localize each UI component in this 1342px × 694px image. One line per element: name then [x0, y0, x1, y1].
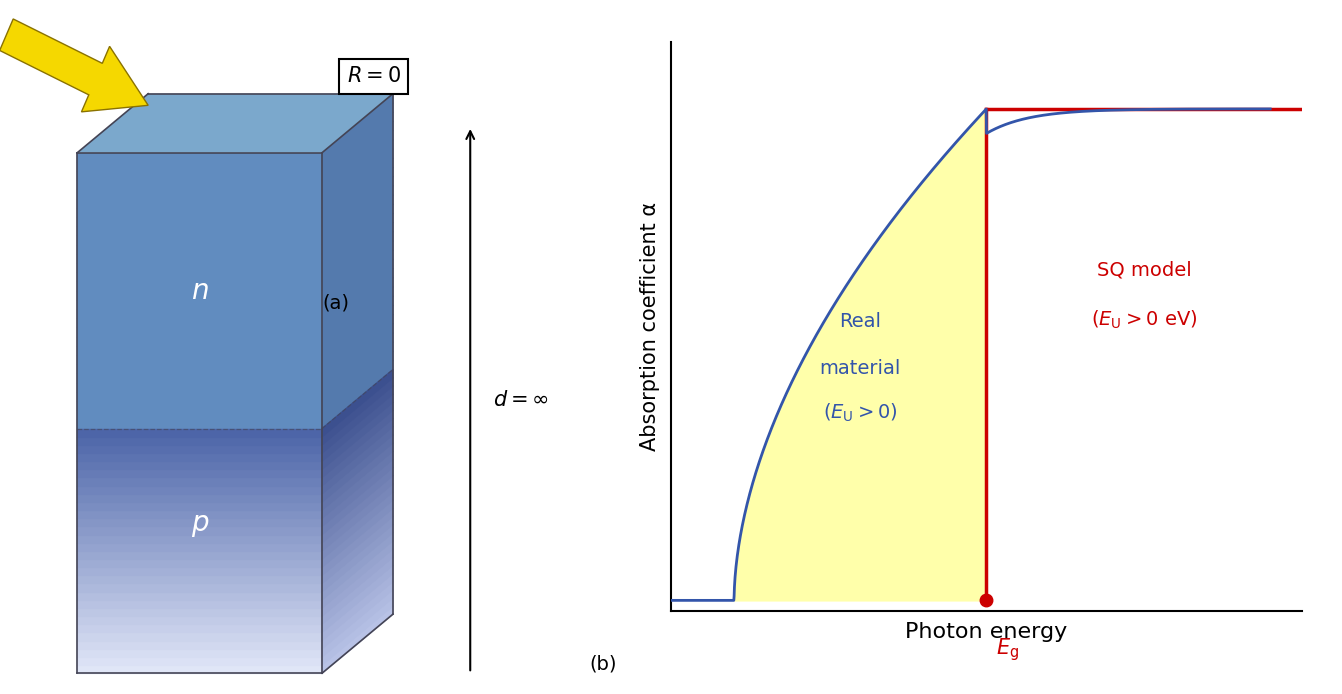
Text: $(E_\mathrm{U} > 0)$: $(E_\mathrm{U} > 0)$ [823, 403, 898, 425]
Polygon shape [322, 94, 393, 162]
Polygon shape [322, 360, 393, 429]
Polygon shape [322, 278, 393, 346]
Polygon shape [322, 598, 393, 665]
Polygon shape [322, 418, 393, 486]
Polygon shape [322, 451, 393, 518]
Polygon shape [322, 378, 393, 445]
Polygon shape [322, 590, 393, 657]
Polygon shape [322, 130, 393, 198]
Text: (a): (a) [322, 294, 349, 312]
Polygon shape [322, 582, 393, 649]
Polygon shape [322, 500, 393, 567]
Text: $d = \infty$: $d = \infty$ [493, 389, 549, 409]
Polygon shape [322, 195, 393, 263]
Polygon shape [322, 250, 393, 318]
X-axis label: Photon energy: Photon energy [906, 622, 1067, 642]
Polygon shape [322, 516, 393, 584]
Text: (b): (b) [589, 654, 616, 673]
Polygon shape [322, 269, 393, 337]
Polygon shape [322, 149, 393, 217]
Text: Real: Real [839, 312, 882, 331]
Polygon shape [322, 232, 393, 300]
Polygon shape [322, 459, 393, 526]
Polygon shape [322, 241, 393, 309]
Polygon shape [322, 468, 393, 534]
Polygon shape [322, 139, 393, 208]
Polygon shape [322, 434, 393, 502]
Polygon shape [322, 351, 393, 419]
Text: $E_\mathrm{g}$: $E_\mathrm{g}$ [996, 636, 1019, 663]
Polygon shape [322, 606, 393, 673]
Y-axis label: Absorption coefficient α: Absorption coefficient α [640, 202, 660, 450]
Polygon shape [322, 541, 393, 608]
Text: material: material [820, 359, 900, 378]
Polygon shape [322, 443, 393, 510]
Polygon shape [322, 492, 393, 559]
Polygon shape [322, 410, 393, 477]
Polygon shape [322, 565, 393, 632]
Polygon shape [322, 287, 393, 355]
Polygon shape [322, 222, 393, 291]
Polygon shape [322, 386, 393, 453]
Polygon shape [322, 260, 393, 328]
Polygon shape [322, 176, 393, 245]
Polygon shape [322, 112, 393, 180]
Text: $R = 0$: $R = 0$ [346, 67, 401, 86]
Polygon shape [322, 158, 393, 226]
Polygon shape [322, 314, 393, 382]
Polygon shape [322, 394, 393, 461]
Polygon shape [322, 573, 393, 641]
Polygon shape [322, 525, 393, 591]
Text: n: n [191, 277, 208, 305]
Polygon shape [322, 323, 393, 391]
Polygon shape [322, 121, 393, 189]
Polygon shape [322, 213, 393, 282]
Polygon shape [322, 549, 393, 616]
Polygon shape [78, 94, 393, 153]
Polygon shape [0, 19, 148, 112]
Polygon shape [322, 427, 393, 494]
Polygon shape [322, 533, 393, 600]
Polygon shape [322, 342, 393, 410]
Polygon shape [322, 103, 393, 171]
Polygon shape [322, 186, 393, 254]
Text: p: p [191, 509, 208, 537]
Polygon shape [322, 296, 393, 364]
Polygon shape [322, 369, 393, 437]
Polygon shape [322, 475, 393, 543]
Polygon shape [322, 508, 393, 575]
Polygon shape [322, 204, 393, 272]
Text: SQ model: SQ model [1096, 261, 1192, 280]
Polygon shape [322, 484, 393, 551]
Text: $(E_\mathrm{U} > 0\ \mathrm{eV})$: $(E_\mathrm{U} > 0\ \mathrm{eV})$ [1091, 309, 1197, 331]
Polygon shape [322, 333, 393, 401]
Polygon shape [322, 167, 393, 235]
Polygon shape [322, 402, 393, 469]
Polygon shape [322, 557, 393, 625]
Polygon shape [322, 305, 393, 373]
